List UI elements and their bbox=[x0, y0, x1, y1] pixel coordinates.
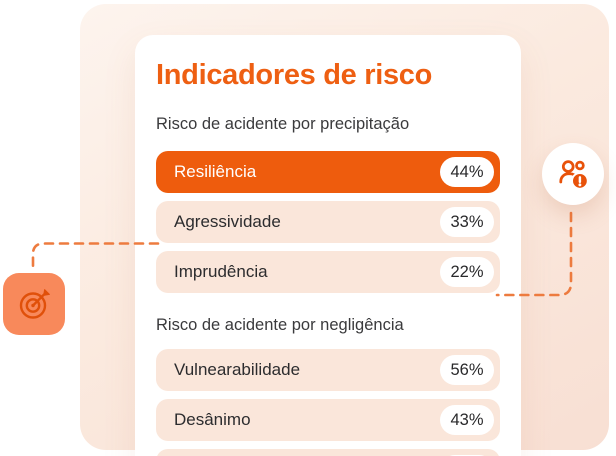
indicator-row-partial[interactable] bbox=[156, 449, 500, 456]
indicator-list-precipitation: Resiliência 44% Agressividade 33% Imprud… bbox=[156, 151, 500, 293]
indicator-row-imprudencia[interactable]: Imprudência 22% bbox=[156, 251, 500, 293]
indicator-row-resiliencia[interactable]: Resiliência 44% bbox=[156, 151, 500, 193]
indicator-value-pill: 56% bbox=[440, 355, 494, 385]
risk-indicators-card: Indicadores de risco Risco de acidente p… bbox=[135, 35, 521, 456]
users-alert-icon bbox=[559, 160, 589, 190]
page-title: Indicadores de risco bbox=[156, 59, 433, 91]
indicator-value-pill: 33% bbox=[440, 207, 494, 237]
indicator-value-pill: 44% bbox=[440, 157, 494, 187]
target-button[interactable] bbox=[3, 273, 65, 335]
users-alert-button[interactable] bbox=[542, 143, 604, 205]
indicator-label: Agressividade bbox=[174, 212, 281, 231]
indicator-label: Vulnearabilidade bbox=[174, 360, 301, 379]
indicator-value-pill: 22% bbox=[440, 257, 494, 287]
indicator-value-pill: 43% bbox=[440, 405, 494, 435]
indicator-row-agressividade[interactable]: Agressividade 33% bbox=[156, 201, 500, 243]
section-subtitle-negligence: Risco de acidente por negligência bbox=[156, 316, 404, 334]
indicator-label: Resiliência bbox=[174, 162, 257, 181]
indicator-list-negligence: Vulnearabilidade 56% Desânimo 43% bbox=[156, 349, 500, 456]
indicator-row-vulnearabilidade[interactable]: Vulnearabilidade 56% bbox=[156, 349, 500, 391]
indicator-row-desanimo[interactable]: Desânimo 43% bbox=[156, 399, 500, 441]
target-dart-icon bbox=[19, 289, 50, 319]
indicator-label: Desânimo bbox=[174, 410, 251, 429]
indicator-label: Imprudência bbox=[174, 262, 268, 281]
section-subtitle-precipitation: Risco de acidente por precipitação bbox=[156, 115, 410, 133]
